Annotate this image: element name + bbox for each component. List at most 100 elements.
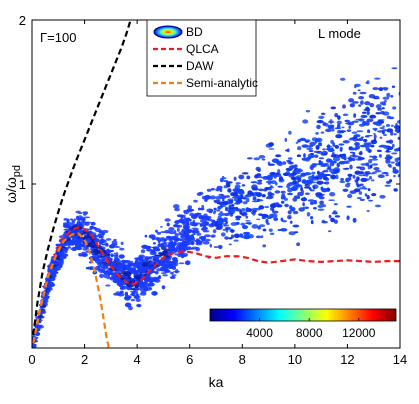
bd-density-blob [330,174,337,180]
bd-density-blob [206,188,212,192]
bd-density-blob [261,216,267,220]
bd-density-blob [269,232,275,235]
bd-density-blob [253,157,260,161]
bd-density-blob [304,186,311,189]
bd-density-blob [271,158,280,163]
bd-density-blob [273,217,279,221]
bd-density-blob [369,164,373,169]
bd-density-blob [103,273,107,279]
bd-density-blob [356,166,362,169]
bd-density-blob [358,156,362,160]
bd-density-blob [359,187,364,190]
bd-density-blob [82,221,87,226]
bd-density-blob [84,221,92,224]
bd-density-blob [223,200,229,206]
bd-density-blob [233,176,237,181]
bd-density-blob [267,186,272,190]
bd-density-blob [269,196,274,199]
bd-density-blob [219,188,223,193]
bd-density-blob [287,192,293,196]
bd-density-blob [266,175,273,181]
bd-density-blob [81,251,87,256]
bd-density-blob [353,134,361,138]
bd-density-blob [203,238,211,242]
bd-density-blob [305,110,311,113]
bd-density-blob [251,200,260,203]
bd-density-blob [168,246,175,252]
bd-density-blob [97,265,100,269]
bd-density-blob [395,162,400,167]
bd-density-blob [313,176,320,179]
bd-density-blob [194,239,201,243]
series-line-daw [32,20,132,336]
bd-density-blob [373,133,376,135]
bd-density-blob [223,223,227,227]
bd-density-blob [371,158,379,161]
bd-density-blob [334,215,340,218]
bd-density-blob [329,192,336,197]
bd-density-blob [241,172,249,175]
bd-density-blob [241,184,246,187]
bd-density-blob [315,145,320,150]
bd-density-blob [82,236,87,241]
bd-density-blob [356,183,360,188]
bd-density-blob [275,154,282,158]
bd-density-blob [317,162,325,166]
bd-density-blob [307,199,315,202]
bd-density-blob [394,129,400,133]
bd-density-blob [390,95,394,98]
bd-density-blob [287,215,292,220]
x-axis-label: ka [209,374,224,390]
bd-density-blob [318,196,325,200]
bd-density-blob [124,266,132,271]
bd-density-blob [366,210,370,212]
bd-density-blob [259,224,266,228]
bd-density-blob [339,130,347,133]
bd-density-blob [47,269,53,273]
bd-density-blob [295,141,299,144]
x-tick-label: 6 [186,352,193,367]
bd-density-blob [243,234,251,240]
bd-density-blob [321,188,328,193]
bd-density-blob [113,239,117,241]
bd-density-blob [139,264,143,269]
bd-density-blob [318,157,325,160]
bd-density-blob [261,158,266,161]
bd-density-blob [67,222,74,225]
bd-density-blob [222,198,225,202]
bd-density-blob [111,254,114,257]
bd-density-blob [286,160,292,162]
bd-density-blob [75,210,81,214]
bd-density-blob [202,221,209,226]
bd-density-blob [268,148,275,150]
bd-density-blob [215,188,221,192]
bd-density-blob [359,198,365,201]
bd-density-blob [352,91,357,95]
bd-density-blob [284,203,289,208]
bd-density-blob [201,215,205,221]
bd-density-blob [320,131,325,134]
bd-density-blob [354,84,357,89]
bd-density-blob [217,206,222,210]
bd-density-blob [322,170,326,173]
bd-density-blob [232,188,240,192]
bd-density-blob [257,179,263,182]
bd-density-blob [369,155,373,158]
bd-density-blob [119,286,125,290]
bd-density-blob [268,142,274,147]
bd-density-blob [334,113,339,118]
bd-density-blob [196,232,202,236]
bd-density-blob [173,204,180,209]
bd-density-blob [391,67,398,70]
x-tick-label: 8 [239,352,246,367]
bd-density-blob [290,176,297,181]
bd-density-blob [93,248,99,253]
bd-density-blob [339,180,346,184]
bd-density-blob [186,221,190,226]
bd-density-blob [386,128,394,133]
bd-density-blob [380,110,385,115]
bd-density-blob [305,140,310,143]
colorbar: 4000 8000 12000 [209,308,397,340]
bd-density-blob [75,244,78,249]
bd-density-blob [229,212,234,217]
